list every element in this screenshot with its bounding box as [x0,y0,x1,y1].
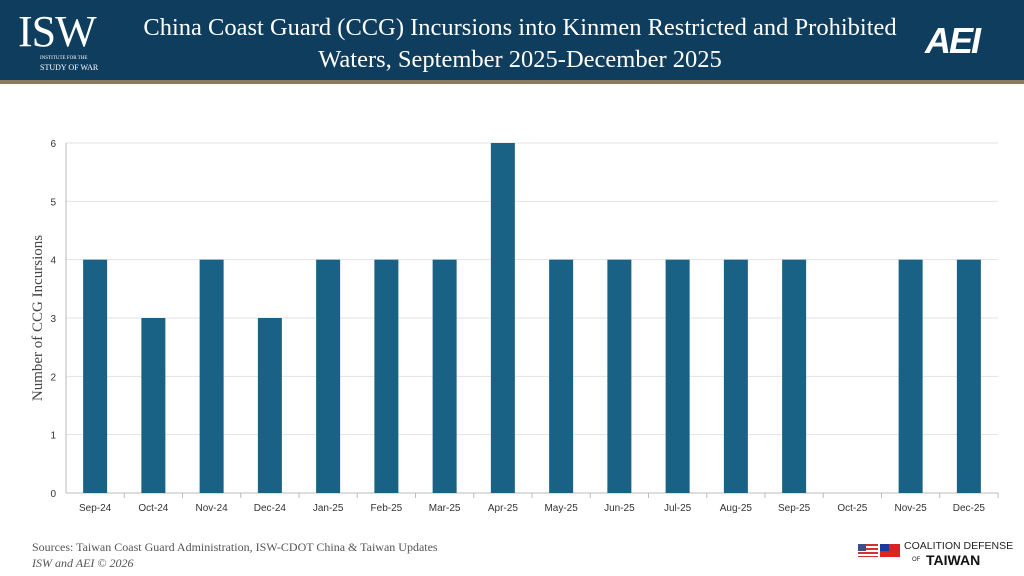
bar [432,259,457,493]
x-tick-label: Feb-25 [371,503,403,514]
x-tick-label: Apr-25 [488,503,518,514]
bar [665,259,690,493]
partner-of: OF [912,557,921,563]
x-tick-label: Dec-24 [254,503,287,514]
x-tick-label: Nov-25 [895,503,928,514]
bar [141,318,166,493]
y-tick-label: 4 [50,256,56,267]
isw-logo-text: ISW [18,7,97,56]
y-axis-label: Number of CCG Incursions [30,235,46,401]
bar [490,143,515,493]
x-tick-label: May-25 [544,503,578,514]
x-tick-label: Sep-25 [778,503,811,514]
header-banner [0,0,1024,80]
chart-title: China Coast Guard (CCG) Incursions into … [143,14,897,73]
x-tick-label: Oct-25 [837,503,867,514]
x-tick-label: Aug-25 [720,503,753,514]
bar [723,259,748,493]
isw-logo-sub1: INSTITUTE FOR THE [40,56,88,61]
sources-note: Sources: Taiwan Coast Guard Administrati… [32,540,438,554]
bar [782,259,807,493]
partner-line1: COALITION DEFENSE [904,540,1014,552]
bar [374,259,399,493]
bar [607,259,632,493]
isw-logo-sub2: STUDY OF WAR [40,63,99,72]
bar [956,259,981,493]
bar [83,259,108,493]
x-tick-label: Jul-25 [664,503,692,514]
taiwan-flag-icon [880,544,900,557]
x-tick-label: Mar-25 [429,503,461,514]
us-flag-icon [858,544,878,557]
isw-logo: ISW INSTITUTE FOR THE STUDY OF WAR [18,7,99,73]
y-tick-label: 2 [50,372,56,383]
header-divider [0,80,1024,84]
bar [199,259,224,493]
y-tick-label: 1 [50,431,56,442]
bar [549,259,574,493]
bar [316,259,341,493]
partner-line2: TAIWAN [926,552,981,568]
bar [898,259,923,493]
bar [257,318,282,493]
x-tick-label: Sep-24 [79,503,112,514]
y-tick-label: 5 [50,197,56,208]
y-tick-label: 3 [50,314,56,325]
x-tick-label: Nov-24 [196,503,229,514]
coalition-defense-taiwan-logo: COALITION DEFENSE OF TAIWAN [856,540,1016,570]
aei-logo: AEI [925,20,981,61]
x-tick-label: Jun-25 [604,503,635,514]
x-tick-label: Jan-25 [313,503,344,514]
x-tick-label: Oct-24 [138,503,168,514]
y-tick-label: 6 [50,139,56,150]
x-tick-label: Dec-25 [953,503,986,514]
copyright-note: ISW and AEI © 2026 [32,556,134,570]
y-tick-label: 0 [50,489,56,500]
